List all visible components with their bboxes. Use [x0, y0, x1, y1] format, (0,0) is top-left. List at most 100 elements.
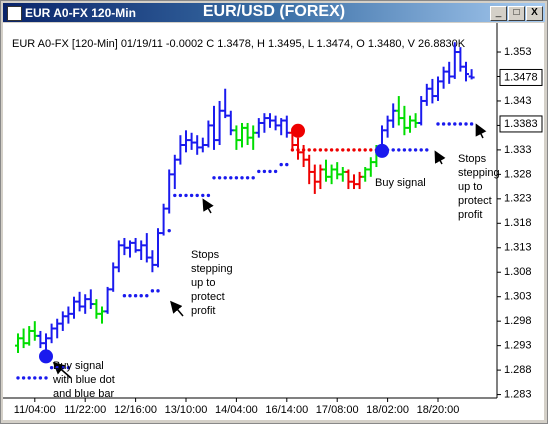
window-icon — [7, 6, 22, 21]
annotation-line: profit — [191, 305, 215, 317]
ohlc-bar — [351, 174, 357, 190]
ohlc-bar — [412, 113, 419, 128]
ohlc-bar — [239, 122, 245, 148]
stop-dot — [436, 122, 440, 126]
stop-dot — [363, 148, 367, 152]
ohlc-bar — [26, 326, 33, 346]
ohlc-bar — [384, 115, 391, 138]
stop-dot — [156, 289, 160, 293]
ohlc-bar — [407, 115, 413, 133]
stop-dot — [139, 294, 143, 298]
stop-dot — [133, 294, 138, 298]
ohlc-bar — [446, 61, 453, 84]
ohlc-bar — [121, 237, 128, 256]
ohlc-bar — [99, 306, 105, 324]
annotation: Stops stepping up to protect profit — [191, 249, 233, 317]
ohlc-bar — [390, 103, 397, 128]
ohlc-bar — [334, 162, 341, 180]
stop-dot — [458, 122, 463, 126]
ohlc-bar — [311, 164, 318, 194]
ohlc-bar — [211, 105, 217, 150]
stop-dot — [329, 148, 334, 152]
window-title: EUR A0-FX 120-Min — [25, 6, 136, 20]
stop-dot — [150, 289, 155, 293]
x-tick-label: 18/20:00 — [417, 404, 460, 416]
stop-dot — [33, 376, 37, 380]
x-tick-label: 17/08:00 — [316, 404, 359, 416]
y-tick-label: 1.303 — [504, 291, 532, 303]
ohlc-bar — [451, 42, 458, 79]
ohlc-bar — [418, 96, 425, 126]
y-tick-label: 1.343 — [504, 95, 532, 107]
stop-dot — [167, 228, 171, 233]
annotation-line: and blue bar — [53, 388, 114, 400]
stop-dot — [212, 176, 216, 180]
ohlc-bar — [71, 296, 77, 319]
annotation-line: profit — [458, 209, 482, 221]
stop-dot — [206, 193, 211, 198]
ohlc-bar — [138, 240, 145, 260]
price-box — [499, 115, 543, 133]
signal-dot — [375, 143, 389, 158]
ohlc-bar — [188, 132, 195, 150]
ohlc-bar — [468, 69, 475, 80]
ohlc-bar — [435, 76, 441, 101]
chart-title: EUR/USD (FOREX) — [202, 3, 346, 20]
ohlc-bar — [149, 250, 156, 273]
stop-dot — [346, 148, 351, 152]
ohlc-bar — [233, 125, 240, 150]
annotation-line: Stops — [458, 153, 487, 165]
ohlc-bar — [199, 137, 206, 153]
ohlc-bar — [93, 299, 100, 319]
title-bar: EUR A0-FX 120-Min EUR/USD (FOREX) _ □ X — [3, 3, 545, 22]
ohlc-bar — [216, 100, 223, 145]
stop-dot — [195, 193, 199, 198]
ohlc-bar — [37, 330, 44, 349]
ohlc-bar — [76, 291, 83, 312]
stop-dot — [240, 176, 244, 180]
ohlc-bar — [440, 66, 447, 89]
ohlc-bar — [367, 157, 374, 177]
y-tick-label: 1.308 — [504, 266, 532, 278]
stop-dot — [251, 176, 255, 180]
close-button[interactable]: X — [526, 6, 543, 21]
stop-dot — [61, 365, 65, 370]
ohlc-bar — [244, 122, 251, 145]
ohlc-bar — [278, 118, 285, 136]
ohlc-bar — [171, 154, 178, 190]
stop-dot — [223, 176, 227, 180]
annotation-line: Stops — [191, 249, 220, 261]
stop-dot — [324, 148, 328, 152]
stop-dot — [357, 148, 362, 152]
y-tick-label: 1.323 — [504, 193, 532, 205]
y-tick-label: 1.353 — [504, 46, 532, 58]
stop-dot — [145, 294, 149, 298]
y-tick-label: 1.333 — [504, 144, 532, 156]
ohlc-bar — [54, 318, 61, 339]
ohlc-bar — [362, 167, 369, 182]
stop-dot — [447, 122, 451, 126]
x-tick-label: 11/04:00 — [14, 404, 56, 416]
ohlc-bar — [227, 110, 234, 136]
stop-dot — [184, 193, 188, 198]
stop-dot — [402, 148, 407, 152]
ohlc-bar — [395, 96, 402, 126]
ohlc-bar — [132, 237, 139, 253]
stop-dot — [229, 176, 233, 180]
stop-dot — [257, 169, 261, 174]
price-label: 1.3478 — [504, 71, 538, 83]
annotation-line: stepping — [191, 263, 233, 275]
stop-dot — [273, 169, 278, 174]
maximize-button[interactable]: □ — [508, 6, 525, 21]
stop-dot — [318, 148, 323, 152]
stop-dot — [38, 376, 43, 380]
stop-dot — [341, 148, 345, 152]
y-tick-label: 1.328 — [504, 168, 532, 180]
stop-dot — [464, 122, 468, 126]
stop-dot — [217, 176, 222, 180]
ohlc-bar — [306, 154, 313, 185]
ohlc-bar — [104, 286, 111, 314]
ohlc-bar — [115, 240, 122, 273]
ohlc-bar — [356, 171, 363, 190]
minimize-button[interactable]: _ — [490, 6, 507, 21]
